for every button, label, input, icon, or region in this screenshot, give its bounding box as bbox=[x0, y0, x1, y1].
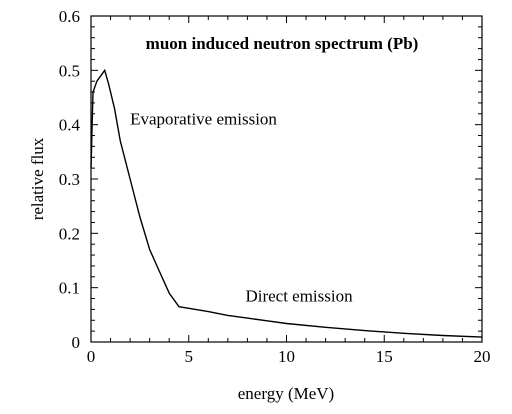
annotation-direct: Direct emission bbox=[245, 286, 353, 305]
y-tick-label: 0.3 bbox=[59, 170, 80, 189]
y-tick-label: 0 bbox=[72, 333, 81, 352]
x-tick-label: 15 bbox=[376, 347, 393, 366]
x-tick-label: 0 bbox=[87, 347, 96, 366]
y-tick-label: 0.1 bbox=[59, 279, 80, 298]
x-tick-labels: 0 5 10 15 20 bbox=[87, 347, 491, 366]
y-axis-label: relative flux bbox=[28, 137, 47, 220]
chart-title: muon induced neutron spectrum (Pb) bbox=[146, 34, 419, 53]
annotation-evaporative: Evaporative emission bbox=[130, 110, 277, 129]
x-tick-label: 10 bbox=[278, 347, 295, 366]
x-axis-label: energy (MeV) bbox=[238, 384, 334, 403]
y-tick-label: 0.6 bbox=[59, 7, 80, 26]
y-tick-label: 0.5 bbox=[59, 61, 80, 80]
series-line bbox=[90, 68, 483, 338]
x-tick-label: 5 bbox=[185, 347, 194, 366]
y-tick-label: 0.4 bbox=[59, 116, 81, 135]
x-tick-label: 20 bbox=[474, 347, 491, 366]
y-tick-labels: 0 0.1 0.2 0.3 0.4 0.5 0.6 bbox=[59, 7, 81, 352]
y-tick-label: 0.2 bbox=[59, 224, 80, 243]
